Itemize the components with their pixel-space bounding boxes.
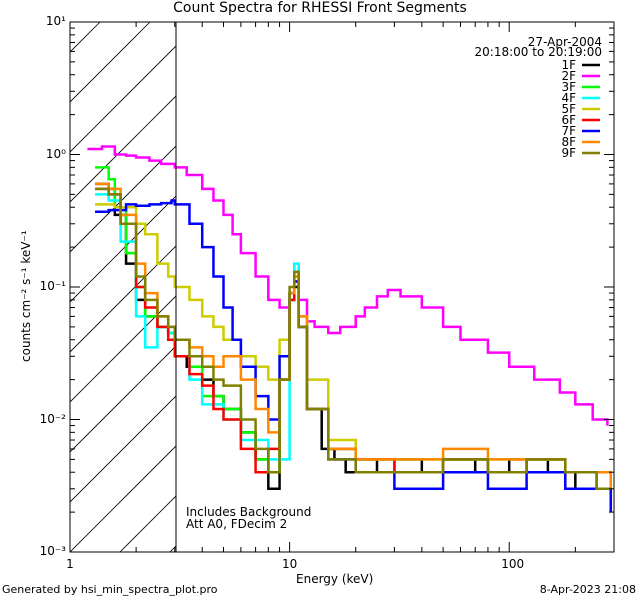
x-tick-label: 10 xyxy=(281,557,298,571)
hatch-line xyxy=(70,45,176,153)
y-tick-label: 10⁻² xyxy=(39,411,66,426)
series-layer xyxy=(87,145,613,513)
legend-label-4F: 4F xyxy=(561,91,576,105)
y-tick-label: 10⁻¹ xyxy=(39,279,66,293)
series-8F xyxy=(95,182,613,489)
observation-date: 27-Apr-2004 xyxy=(527,35,602,49)
legend-label-2F: 2F xyxy=(561,69,576,83)
legend-label-1F: 1F xyxy=(561,58,576,72)
y-axis-label: counts cm⁻² s⁻¹ keV⁻¹ xyxy=(19,230,33,362)
x-axis-label: Energy (keV) xyxy=(296,572,374,586)
footer-timestamp: 8-Apr-2023 21:08 xyxy=(539,583,636,596)
legend-label-9F: 9F xyxy=(561,146,576,160)
series-9F xyxy=(95,187,611,491)
legend-label-3F: 3F xyxy=(561,80,576,94)
x-tick-label: 1 xyxy=(66,557,74,571)
y-tick-label: 10⁰ xyxy=(45,146,66,161)
note-background: Includes Background xyxy=(186,505,312,519)
hatch-line xyxy=(70,95,176,203)
hatch-line xyxy=(70,395,176,503)
y-tick-label: 10⁻³ xyxy=(39,544,66,558)
legend-label-8F: 8F xyxy=(561,135,576,149)
hatch-line xyxy=(70,445,176,552)
series-6F xyxy=(95,187,613,513)
series-2F xyxy=(87,145,609,426)
legend-label-5F: 5F xyxy=(561,102,576,116)
note-attenuator: Att A0, FDecim 2 xyxy=(186,517,288,531)
time-range: 20:18:00 to 20:19:00 xyxy=(474,45,602,59)
legend-label-7F: 7F xyxy=(561,124,576,138)
series-4F xyxy=(95,193,613,489)
y-tick-label: 10¹ xyxy=(45,14,66,28)
axis-ticks xyxy=(69,22,615,553)
legend-label-6F: 6F xyxy=(561,113,576,127)
x-tick-label: 100 xyxy=(501,557,525,571)
footer-generator: Generated by hsi_min_spectra_plot.pro xyxy=(2,583,218,596)
legend-lines xyxy=(582,63,600,155)
hatch-line xyxy=(70,195,176,303)
series-5F xyxy=(95,203,613,489)
series-7F xyxy=(95,199,613,513)
chart-title: Count Spectra for RHESSI Front Segments xyxy=(173,0,467,16)
series-1F xyxy=(95,182,613,513)
